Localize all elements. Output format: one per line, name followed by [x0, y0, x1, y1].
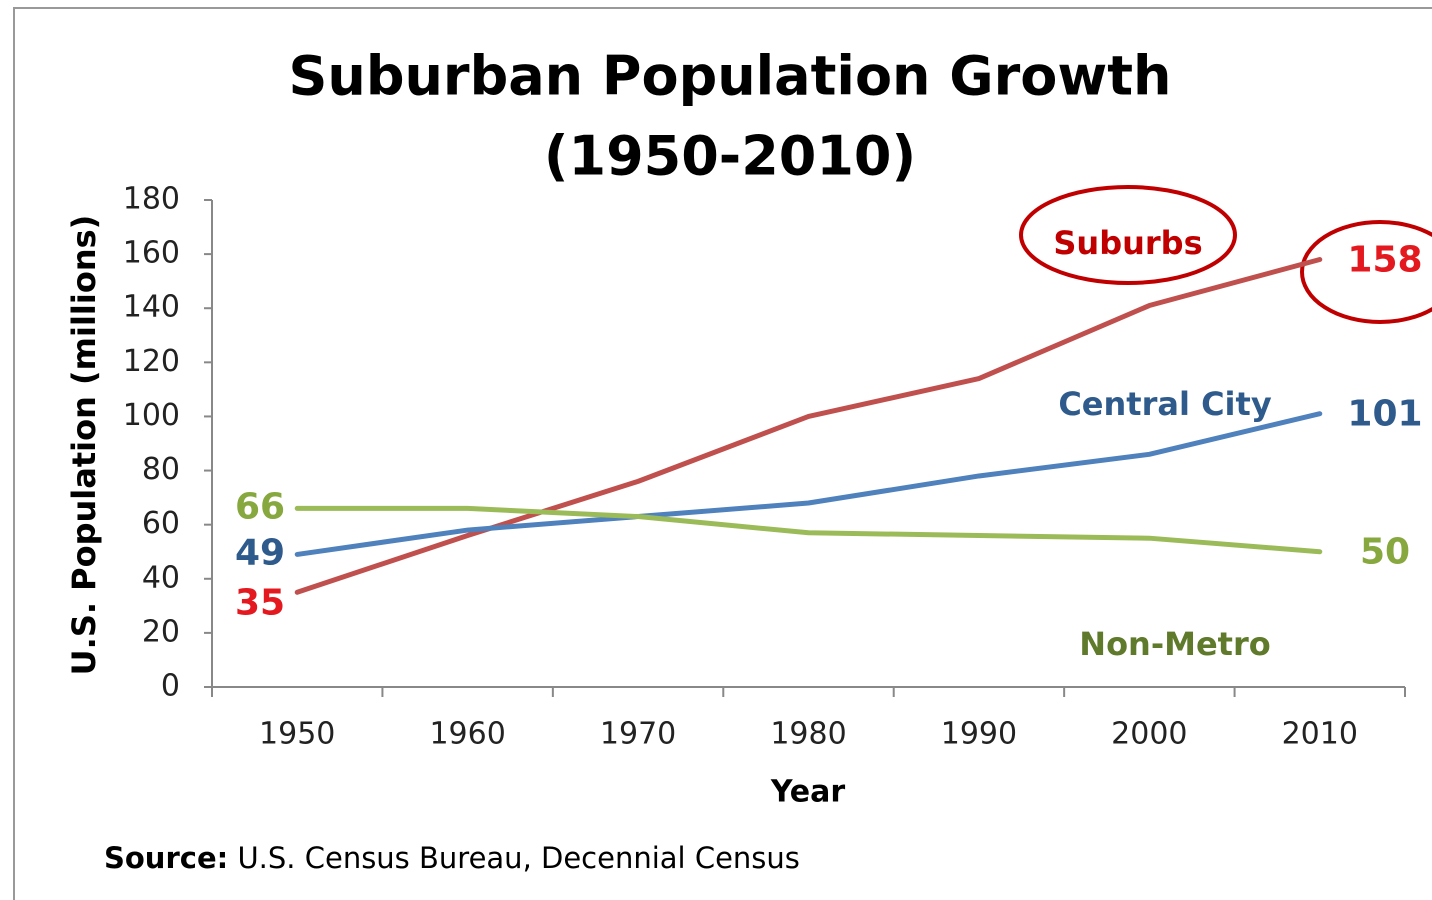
source-label: Source:: [104, 841, 228, 875]
series-line: [294, 411, 1323, 557]
x-tick-label: 2010: [1282, 717, 1358, 752]
chart-subtitle: (1950-2010): [544, 125, 916, 188]
series-line: [294, 257, 1323, 595]
y-tick-label: 160: [123, 236, 180, 271]
x-tick-label: 1950: [259, 717, 335, 752]
x-axis-label: Year: [770, 775, 846, 810]
x-tick-label: 1960: [429, 717, 505, 752]
y-tick-label: 80: [142, 452, 180, 487]
source-text: U.S. Census Bureau, Decennial Census: [237, 841, 799, 875]
y-tick-label: 40: [142, 560, 180, 595]
series-line: [294, 505, 1323, 555]
highlight-ellipse: [1300, 220, 1432, 324]
y-tick-label: 180: [123, 182, 180, 217]
x-tick-label: 2000: [1111, 717, 1187, 752]
x-tick-label: 1990: [941, 717, 1017, 752]
y-tick-label: 120: [123, 344, 180, 379]
y-axis-label: U.S. Population (millions): [65, 215, 103, 676]
source: Source: U.S. Census Bureau, Decennial Ce…: [104, 841, 800, 875]
data-label: 66: [235, 486, 285, 527]
data-label: 50: [1360, 532, 1410, 573]
data-label: 158: [1347, 240, 1422, 281]
y-tick-label: 60: [142, 506, 180, 541]
series-name: Central City: [1058, 385, 1272, 423]
frame: [13, 7, 1432, 900]
x-tick-label: 1980: [770, 717, 846, 752]
series-name: Non-Metro: [1079, 625, 1270, 663]
data-label: 49: [235, 532, 285, 573]
x-tick-label: 1970: [600, 717, 676, 752]
data-label: 101: [1347, 394, 1422, 435]
series-name: Suburbs: [1053, 224, 1202, 262]
y-tick-label: 100: [123, 398, 180, 433]
y-tick-label: 0: [161, 669, 180, 704]
data-label: 35: [235, 582, 285, 623]
y-tick-label: 140: [123, 290, 180, 325]
chart-title: Suburban Population Growth: [289, 45, 1172, 108]
y-tick-label: 20: [142, 614, 180, 649]
highlight-ellipse: [1019, 185, 1237, 285]
